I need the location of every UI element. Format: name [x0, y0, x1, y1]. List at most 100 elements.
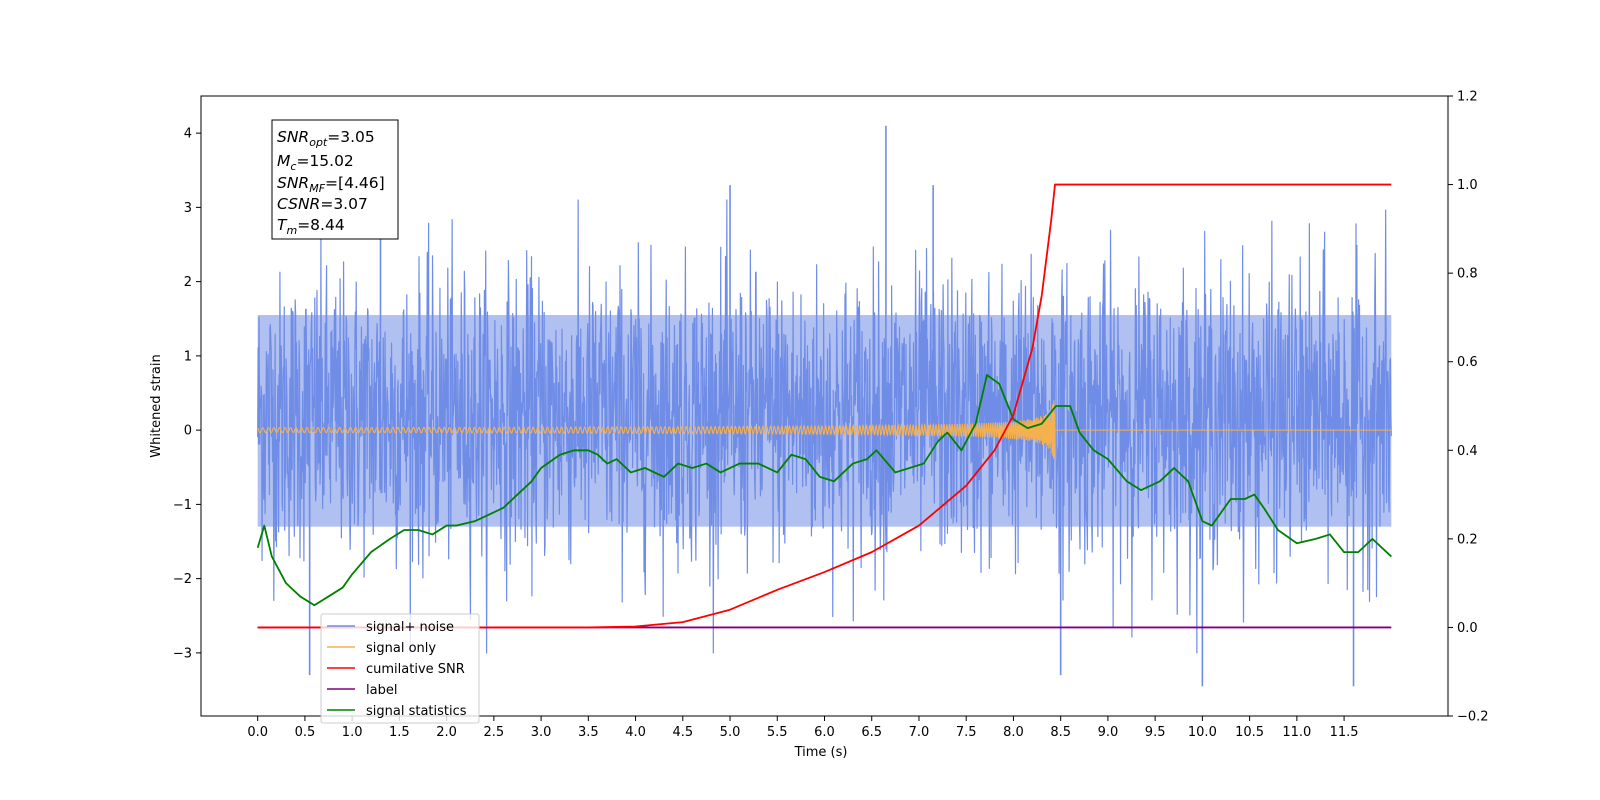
x-tick-label: 1.0	[342, 725, 363, 740]
y-tick-label: 4	[184, 127, 192, 142]
y2-tick-label: 0.4	[1457, 444, 1478, 459]
x-tick-label: 11.5	[1330, 725, 1359, 740]
legend-label-label: label	[366, 683, 397, 698]
x-tick-label: 10.0	[1188, 725, 1217, 740]
y-tick: 0	[184, 424, 201, 439]
legend-entry-signal-only: signal only	[327, 641, 436, 656]
legend-label-cumulative-snr: cumilative SNR	[366, 662, 465, 677]
y-tick-label: −3	[173, 646, 192, 661]
x-tick: 10.5	[1235, 716, 1264, 740]
y2-tick-label: −0.2	[1457, 710, 1489, 725]
x-tick-label: 5.0	[720, 725, 741, 740]
x-tick-label: 11.0	[1282, 725, 1311, 740]
x-tick: 11.5	[1330, 716, 1359, 740]
legend-entry-signal-statistics: signal statistics	[327, 704, 467, 719]
x-tick-label: 10.5	[1235, 725, 1264, 740]
y2-tick-label: 0.8	[1457, 267, 1478, 282]
x-tick: 0.5	[295, 716, 316, 740]
y2-tick: 0.0	[1448, 621, 1478, 636]
x-tick-label: 1.5	[389, 725, 410, 740]
annotation-mc: Mc=15.02	[277, 152, 354, 173]
y-tick-label: 2	[184, 275, 192, 290]
y2-tick: 0.2	[1448, 532, 1478, 547]
y2-tick-label: 0.0	[1457, 621, 1478, 636]
x-tick: 7.0	[909, 716, 930, 740]
x-tick-label: 9.5	[1145, 725, 1166, 740]
y2-tick-label: 1.0	[1457, 178, 1478, 193]
y2-tick: 0.4	[1448, 444, 1478, 459]
x-tick: 4.0	[625, 716, 646, 740]
x-tick-label: 0.5	[295, 725, 316, 740]
x-tick-label: 4.0	[625, 725, 646, 740]
y-tick-label: 0	[184, 424, 192, 439]
y2-tick: −0.2	[1448, 710, 1489, 725]
y-tick: −3	[173, 646, 201, 661]
y-tick-label: −2	[173, 572, 192, 587]
x-tick: 10.0	[1188, 716, 1217, 740]
x-tick: 6.0	[814, 716, 835, 740]
legend-entry-label: label	[327, 683, 397, 698]
legend-frame	[320, 613, 480, 724]
y-axis-left: −3 −2 −1 0 1 2 3 4	[173, 127, 201, 661]
legend-label-signal-noise: signal+ noise	[366, 620, 454, 635]
signal-only-line	[257, 400, 1392, 459]
x-tick: 2.5	[484, 716, 504, 740]
cumulative-snr-line	[257, 183, 1392, 629]
y-tick-label: 3	[184, 201, 192, 216]
x-tick-label: 7.0	[909, 725, 930, 740]
legend-label-signal-statistics: signal statistics	[366, 704, 467, 719]
x-axis: 0.0 0.5 1.0 1.5 2.0 2.5 3.0 3.5 4.0 4.5 5.0 5.5 6.0 6…	[247, 716, 1359, 740]
x-tick: 3.0	[531, 716, 552, 740]
y-axis-label: Whitened strain	[149, 354, 164, 457]
x-tick: 0.0	[247, 716, 268, 740]
x-tick: 6.5	[861, 716, 882, 740]
x-tick: 9.5	[1145, 716, 1166, 740]
y2-tick-label: 0.6	[1457, 355, 1478, 370]
y-tick: 2	[184, 275, 201, 290]
annotation-tm: Tm=8.44	[277, 216, 345, 237]
y2-tick: 1.2	[1448, 90, 1478, 105]
legend-entry-signal-noise: signal+ noise	[327, 620, 454, 635]
annotation-box: SNRopt=3.05 Mc=15.02 SNRMF=[4.46] CSNR=3…	[271, 119, 399, 240]
x-tick-label: 2.0	[436, 725, 457, 740]
y2-tick: 0.8	[1448, 267, 1478, 282]
signal-only-series	[257, 400, 1392, 459]
x-tick: 11.0	[1282, 716, 1311, 740]
x-tick-label: 3.0	[531, 725, 552, 740]
x-tick: 7.5	[956, 716, 977, 740]
x-tick: 8.0	[1003, 716, 1024, 740]
x-tick-label: 4.5	[672, 725, 693, 740]
y-axis-right: −0.2 0.0 0.2 0.4 0.6 0.8 1.0 1.2	[1448, 90, 1489, 725]
legend-label-signal-only: signal only	[366, 641, 436, 656]
x-tick-label: 6.0	[814, 725, 835, 740]
y-tick: −1	[173, 498, 201, 513]
x-tick-label: 7.5	[956, 725, 977, 740]
x-tick: 4.5	[672, 716, 693, 740]
y-tick: 1	[184, 349, 201, 364]
signal-noise-core	[257, 315, 1392, 527]
y-tick: 3	[184, 201, 201, 216]
x-tick: 8.5	[1050, 716, 1071, 740]
y-tick-label: −1	[173, 498, 192, 513]
x-tick: 3.5	[578, 716, 599, 740]
x-tick-label: 8.0	[1003, 725, 1024, 740]
plot-area	[256, 125, 1392, 687]
y2-tick: 0.6	[1448, 355, 1478, 370]
legend: signal+ noise signal only cumilative SNR…	[320, 613, 480, 724]
x-tick-label: 0.0	[247, 725, 268, 740]
x-tick-label: 9.0	[1098, 725, 1119, 740]
y-tick: 4	[184, 127, 201, 142]
x-tick-label: 8.5	[1050, 725, 1071, 740]
legend-entry-cumulative-snr: cumilative SNR	[327, 662, 465, 677]
x-axis-label: Time (s)	[794, 745, 848, 760]
y2-tick-label: 0.2	[1457, 532, 1478, 547]
x-tick-label: 6.5	[861, 725, 882, 740]
y2-tick: 1.0	[1448, 178, 1478, 193]
x-tick: 5.0	[720, 716, 741, 740]
annotation-snr-opt: SNRopt=3.05	[277, 128, 375, 149]
annotation-snr-mf: SNRMF=[4.46]	[277, 174, 385, 195]
y-tick: −2	[173, 572, 201, 587]
annotation-csnr: CSNR=3.07	[277, 195, 368, 213]
x-tick-label: 3.5	[578, 725, 599, 740]
